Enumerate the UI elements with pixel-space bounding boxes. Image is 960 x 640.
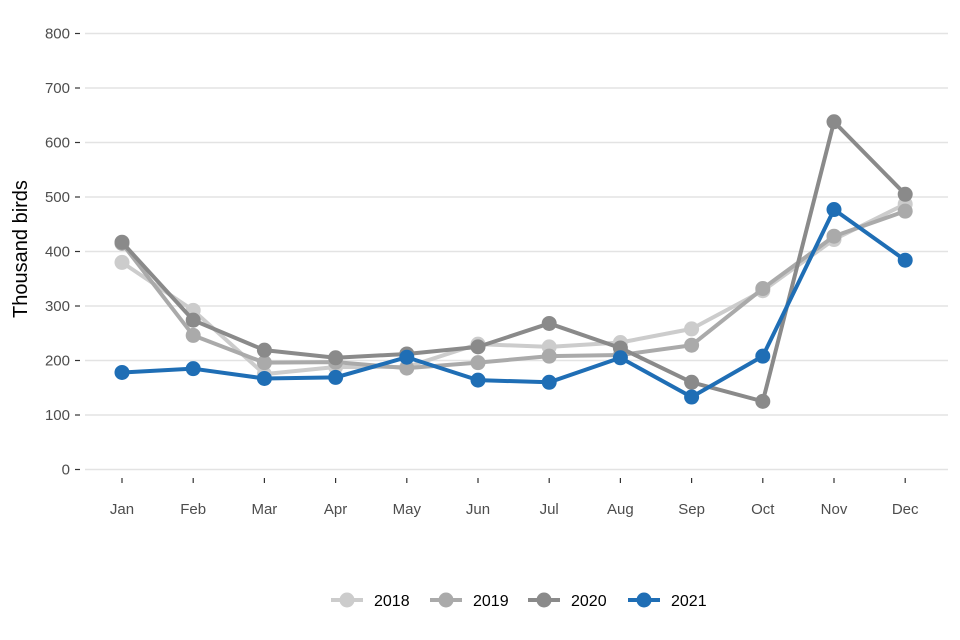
data-point-2019 [826, 228, 842, 244]
data-point-2020 [114, 234, 130, 250]
x-tick-label: Jun [466, 501, 490, 518]
data-point-2021 [541, 374, 557, 390]
data-point-2020 [470, 339, 486, 355]
data-point-2018 [684, 321, 700, 337]
data-point-2021 [755, 348, 771, 364]
data-point-2021 [470, 372, 486, 388]
x-tick-label: Mar [251, 501, 277, 518]
data-point-2021 [399, 349, 415, 365]
x-tick-label: May [393, 501, 422, 518]
data-point-2021 [612, 350, 628, 366]
y-tick-label: 100 [45, 407, 70, 424]
x-tick-label: Dec [892, 501, 919, 518]
data-point-2020 [541, 315, 557, 331]
grid-lines [85, 32, 948, 471]
data-point-2021 [185, 361, 201, 377]
data-point-2019 [897, 203, 913, 219]
data-point-2019 [256, 355, 272, 371]
y-tick-label: 600 [45, 135, 70, 152]
series-lines [114, 114, 913, 409]
series-line-2019 [120, 209, 908, 371]
data-point-2018 [114, 254, 130, 270]
legend-label: 2019 [473, 593, 509, 610]
legend-swatch-marker [438, 592, 454, 608]
x-tick-label: Apr [324, 501, 347, 518]
data-point-2019 [185, 327, 201, 343]
y-tick-label: 300 [45, 298, 70, 315]
data-point-2021 [256, 370, 272, 386]
data-point-2020 [897, 186, 913, 202]
data-point-2019 [755, 281, 771, 297]
legend-label: 2020 [571, 593, 607, 610]
legend-item-2020: 2020 [528, 592, 607, 610]
data-point-2020 [684, 374, 700, 390]
data-point-2020 [256, 342, 272, 358]
x-tick-label: Aug [607, 501, 634, 518]
x-tick-label: Sep [678, 501, 705, 518]
legend-item-2021: 2021 [628, 592, 707, 610]
series-2020 [114, 114, 913, 409]
series-line-2018 [120, 202, 908, 377]
data-point-2021 [328, 369, 344, 385]
legend-swatch-marker [339, 592, 355, 608]
y-tick-label: 800 [45, 26, 70, 43]
data-point-2020 [755, 393, 771, 409]
data-point-2019 [684, 337, 700, 353]
data-point-2019 [541, 348, 557, 364]
x-tick-label: Feb [180, 501, 206, 518]
legend-item-2019: 2019 [430, 592, 509, 610]
data-point-2020 [328, 350, 344, 366]
data-point-2021 [114, 364, 130, 380]
x-tick-label: Jan [110, 501, 134, 518]
y-tick-label: 500 [45, 189, 70, 206]
data-point-2020 [826, 114, 842, 130]
data-point-2020 [185, 312, 201, 328]
x-tick-label: Nov [821, 501, 848, 518]
data-point-2019 [470, 355, 486, 371]
series-2021 [114, 202, 913, 405]
y-axis: 0 100 200 300 400 500 600 700 800 [45, 26, 80, 479]
y-tick-label: 0 [62, 462, 70, 479]
x-axis: Jan Feb Mar Apr May Jun Jul Aug Sep Oct Nov Dec [110, 478, 919, 518]
y-axis-title: Thousand birds [10, 180, 32, 318]
legend-item-2018: 2018 [331, 592, 410, 610]
data-point-2021 [826, 202, 842, 218]
legend-label: 2021 [671, 593, 707, 610]
x-tick-label: Jul [540, 501, 559, 518]
y-tick-label: 200 [45, 353, 70, 370]
legend-swatch-marker [536, 592, 552, 608]
series-line-2021 [120, 207, 908, 400]
data-point-2019 [399, 360, 415, 376]
data-point-2021 [684, 389, 700, 405]
legend-swatch-marker [636, 592, 652, 608]
legend-label: 2018 [374, 593, 410, 610]
y-tick-label: 400 [45, 244, 70, 261]
x-tick-label: Oct [751, 501, 775, 518]
data-point-2021 [897, 252, 913, 268]
y-tick-label: 700 [45, 80, 70, 97]
legend: 2018 2019 2020 2021 [331, 592, 707, 610]
series-line-2020 [120, 119, 908, 404]
